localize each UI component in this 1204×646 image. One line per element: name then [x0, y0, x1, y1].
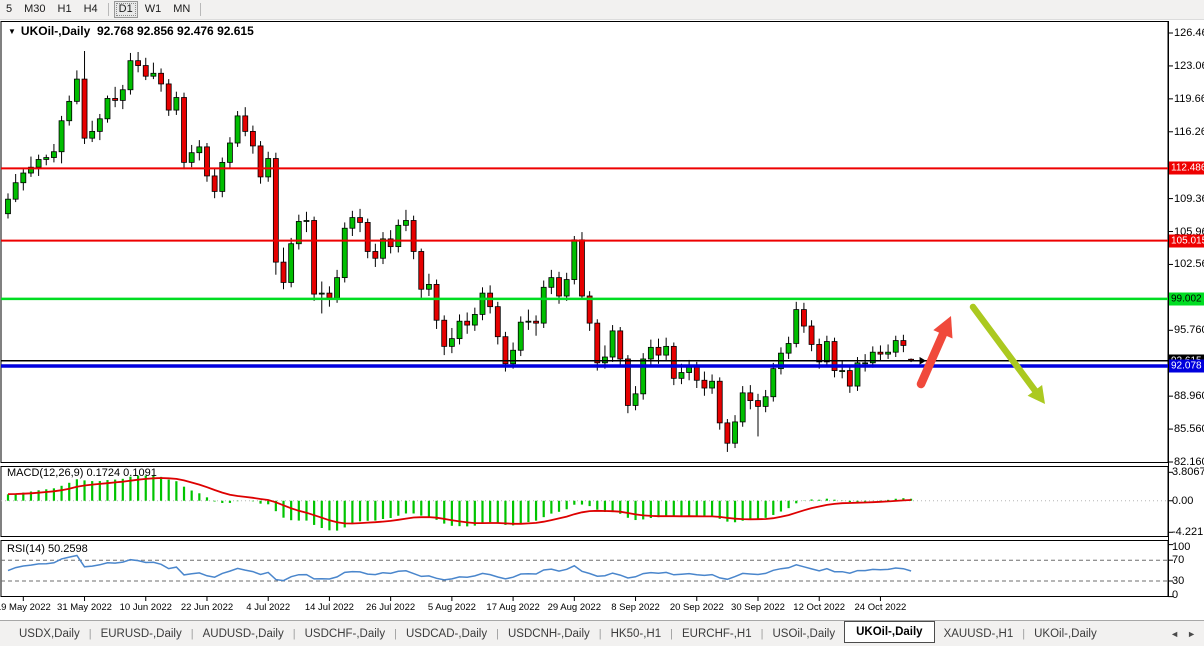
tab-scroll-nav: ◄ ►: [1170, 629, 1204, 639]
date-axis-label: 19 May 2022: [0, 602, 51, 613]
tab-audusd-daily[interactable]: AUDUSD-,Daily: [202, 627, 284, 640]
tab-separator: |: [670, 627, 673, 640]
macd-axis-tick: -4.221: [1172, 526, 1204, 539]
date-axis-label: 12 Oct 2022: [793, 602, 846, 613]
macd-signal-line: [7, 477, 912, 525]
price-line-label-92.078: 92.078: [1169, 359, 1204, 373]
rsi-axis-tick: 30: [1172, 575, 1185, 587]
date-axis-label: 14 Jul 2022: [304, 602, 354, 613]
chart-title: ▼ UKOil-,Daily 92.768 92.856 92.476 92.61…: [8, 24, 254, 38]
tab-separator: |: [1022, 627, 1026, 640]
timeframe-button-5[interactable]: 5: [6, 3, 13, 15]
tab-eurchf-h1[interactable]: EURCHF-,H1: [681, 627, 752, 640]
price-line-label-99.002: 99.002: [1169, 292, 1204, 306]
macd-histogram: [6, 475, 913, 531]
date-axis-label: 29 Aug 2022: [547, 602, 601, 613]
price-axis-tick: 82.160: [1174, 456, 1204, 468]
tab-hk50-h1[interactable]: HK50-,H1: [610, 627, 662, 640]
tab-separator: |: [496, 627, 499, 640]
price-axis-tick: 88.960: [1174, 390, 1204, 403]
rsi-panel-border: [0, 540, 1169, 597]
date-axis-label: 31 May 2022: [57, 602, 112, 613]
toolbar-separator: [107, 3, 109, 16]
price-axis-tick: 102.560: [1174, 258, 1204, 271]
macd-panel-border: [0, 466, 1169, 537]
tab-eurusd-daily[interactable]: EURUSD-,Daily: [100, 627, 182, 640]
rsi-line: [7, 554, 912, 582]
date-axis-label: 30 Sep 2022: [731, 602, 785, 613]
tab-separator: |: [88, 627, 92, 640]
price-axis-tick: 123.060: [1174, 59, 1204, 72]
date-axis-label: 20 Sep 2022: [669, 602, 724, 613]
macd-axis-tick: 0.00: [1172, 494, 1194, 507]
price-line-label-112.486: 112.486: [1169, 161, 1204, 175]
bearish-projection-arrow[interactable]: [969, 303, 1045, 404]
price-axis-tick: 85.560: [1174, 423, 1204, 436]
chart-symbol-label: UKOil-,Daily: [20, 24, 91, 38]
rsi-axis-tick: 70: [1172, 554, 1185, 567]
macd-indicator-label: MACD(12,26,9) 0.1724 0.1091: [7, 467, 157, 479]
tab-separator: |: [760, 627, 764, 640]
tab-usdchf-daily[interactable]: USDCHF-,Daily: [304, 627, 386, 640]
price-axis-tick: 116.260: [1174, 125, 1204, 138]
date-axis-label: 5 Aug 2022: [427, 602, 476, 613]
tab-scroll-right-icon[interactable]: ►: [1187, 628, 1196, 639]
candlestick-series: [5, 51, 914, 452]
timeframe-button-H1[interactable]: H1: [57, 3, 72, 15]
date-axis-label: 10 Jun 2022: [119, 602, 172, 613]
tab-separator: |: [190, 627, 194, 640]
tab-xauusd-h1[interactable]: XAUUSD-,H1: [943, 627, 1014, 640]
tab-ukoil-daily[interactable]: UKOil-,Daily: [844, 621, 935, 643]
price-axis-tick: 126.460: [1174, 27, 1204, 39]
last-price-marker: [914, 356, 927, 365]
date-axis-label: 26 Jul 2022: [366, 602, 416, 613]
quick-trade-dropdown-icon[interactable]: ▼: [8, 27, 16, 36]
chart-tabs-bar: USDX,Daily | EURUSD-,Daily | AUDUSD-,Daily | U…: [0, 620, 1204, 646]
timeframe-toolbar: 5 M30 H1 H4 D1 W1 MN: [0, 0, 1204, 20]
tab-usoil-daily[interactable]: USOil-,Daily: [772, 627, 836, 640]
price-axis-tick: 95.760: [1174, 324, 1204, 337]
date-axis-label: 4 Jul 2022: [246, 602, 291, 613]
tab-separator: |: [394, 627, 397, 640]
rsi-axis-tick: 100: [1172, 540, 1191, 553]
timeframe-button-M30[interactable]: M30: [24, 3, 46, 15]
date-axis-label: 17 Aug 2022: [486, 602, 540, 613]
macd-axis-tick: 3.8067: [1172, 466, 1204, 479]
date-axis-label: 22 Jun 2022: [180, 602, 234, 613]
toolbar-separator: [200, 3, 202, 16]
date-axis-label: 24 Oct 2022: [854, 602, 907, 613]
tab-ukoil-daily[interactable]: UKOil-,Daily: [1034, 627, 1097, 640]
price-line-label-105.015: 105.015: [1169, 234, 1204, 248]
timeframe-button-D1[interactable]: D1: [113, 1, 138, 18]
timeframe-button-H4[interactable]: H4: [83, 3, 98, 15]
timeframe-button-W1[interactable]: W1: [144, 3, 162, 15]
price-axis-tick: 119.660: [1174, 92, 1204, 105]
tab-separator: |: [598, 627, 602, 640]
rsi-indicator-label: RSI(14) 50.2598: [7, 543, 88, 555]
bullish-projection-arrow[interactable]: [916, 316, 953, 389]
rsi-axis-tick: 0: [1172, 588, 1179, 601]
date-axis-label: 8 Sep 2022: [611, 602, 660, 613]
tab-usdcnh-daily[interactable]: USDCNH-,Daily: [507, 627, 590, 640]
tab-separator: |: [292, 627, 296, 640]
price-axis-tick: 109.360: [1174, 192, 1204, 205]
tab-scroll-left-icon[interactable]: ◄: [1170, 628, 1180, 639]
tab-usdcad-daily[interactable]: USDCAD-,Daily: [405, 627, 488, 640]
chart-ohlc-label: 92.768 92.856 92.476 92.615: [96, 24, 254, 38]
tab-usdx-daily[interactable]: USDX,Daily: [19, 627, 80, 640]
timeframe-button-MN[interactable]: MN: [173, 3, 191, 15]
